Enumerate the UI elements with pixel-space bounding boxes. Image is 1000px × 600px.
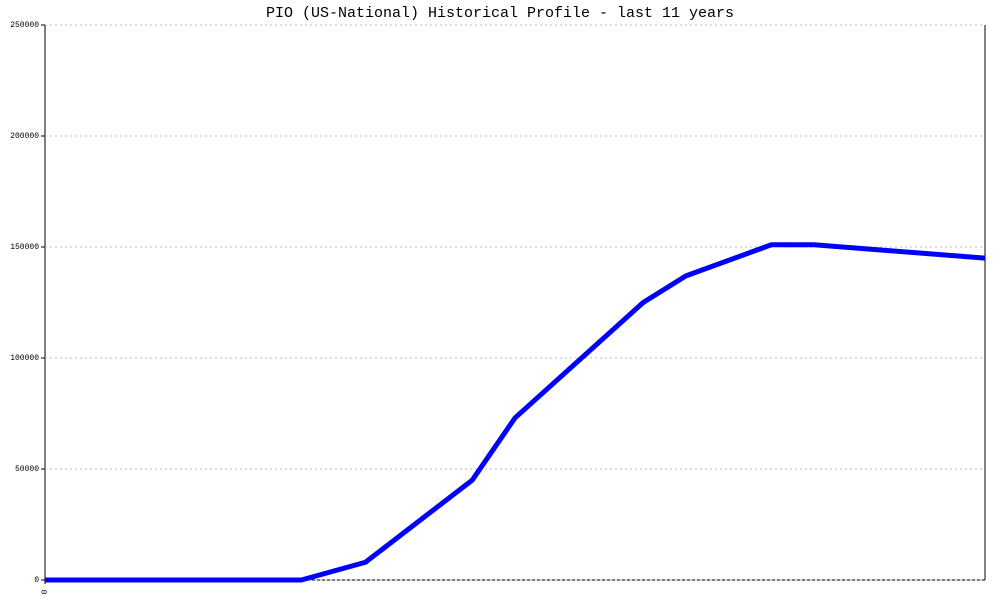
y-tick-label: 100000 bbox=[10, 354, 39, 363]
y-tick-label: 0 bbox=[34, 576, 39, 585]
data-line bbox=[45, 242, 986, 583]
y-tick-label: 250000 bbox=[10, 21, 39, 30]
y-tick-label: 150000 bbox=[10, 243, 39, 252]
y-tick-label: 200000 bbox=[10, 132, 39, 141]
x-tick-label: 0 bbox=[41, 589, 50, 594]
y-tick-label: 50000 bbox=[15, 465, 39, 474]
chart-title: PIO (US-National) Historical Profile - l… bbox=[266, 5, 734, 22]
